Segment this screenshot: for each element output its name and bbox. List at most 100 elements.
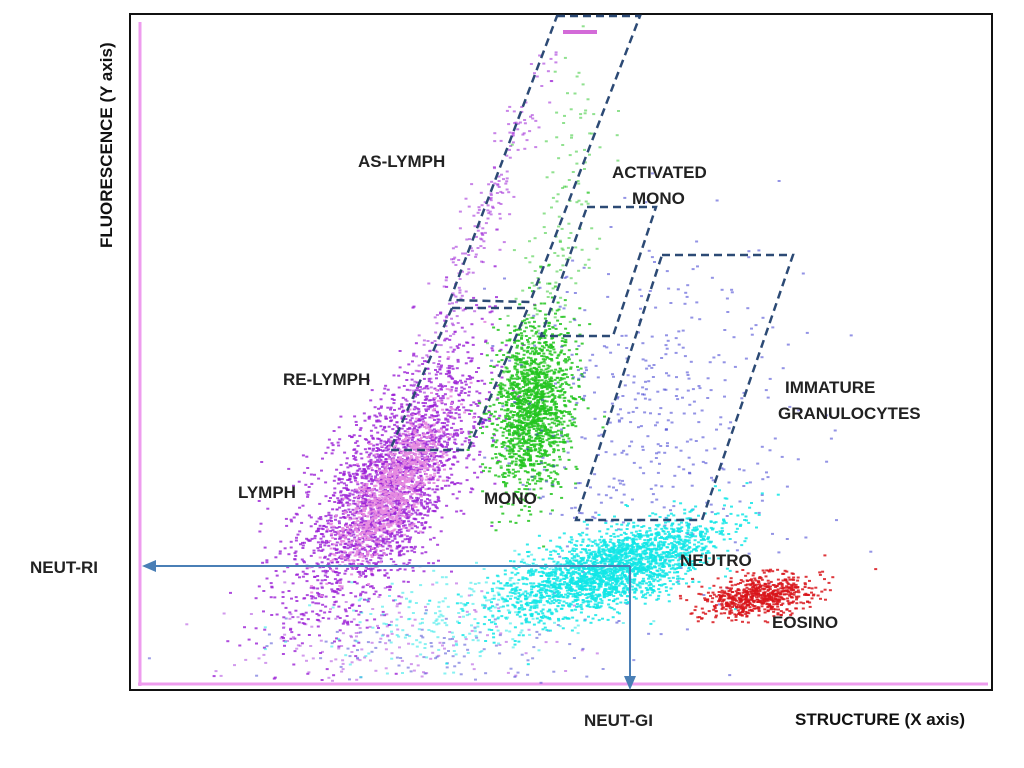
scatter-point [340, 529, 344, 532]
scatter-point [343, 550, 346, 553]
scatter-point [364, 501, 368, 504]
scatter-point [427, 478, 430, 481]
scatter-point [389, 480, 393, 483]
scatter-point [534, 119, 538, 122]
scatter-point [401, 433, 405, 436]
scatter-point [391, 539, 395, 542]
scatter-point [428, 458, 432, 461]
scatter-point [377, 627, 380, 629]
scatter-point [536, 373, 539, 376]
scatter-point [309, 554, 313, 557]
scatter-point [494, 441, 498, 444]
scatter-point [578, 359, 582, 362]
scatter-point [557, 437, 561, 440]
scatter-point [533, 320, 536, 323]
scatter-point [564, 381, 568, 384]
scatter-point [508, 105, 512, 108]
scatter-point [523, 373, 527, 376]
scatter-point [316, 625, 320, 628]
scatter-point [486, 204, 490, 207]
scatter-point [536, 418, 539, 421]
scatter-point [520, 508, 524, 511]
scatter-point [556, 301, 560, 304]
scatter-point [360, 486, 364, 489]
scatter-point [361, 508, 365, 511]
scatter-point [422, 570, 426, 573]
scatter-point [376, 545, 380, 548]
scatter-point [417, 521, 421, 524]
scatter-point [528, 483, 532, 486]
scatter-point [560, 315, 564, 318]
scatter-point [383, 496, 387, 499]
scatter-point [549, 347, 553, 350]
scatter-point [388, 445, 392, 448]
scatter-point [295, 563, 299, 566]
scatter-point [397, 529, 401, 531]
scatter-point [387, 576, 390, 579]
scatter-point [511, 468, 515, 471]
scatter-point [345, 522, 348, 525]
scatter-point [398, 535, 402, 538]
scatter-point [500, 408, 503, 411]
scatter-point [465, 273, 469, 276]
scatter-point [330, 569, 334, 572]
scatter-point [467, 453, 471, 456]
scatter-point [464, 197, 468, 200]
scatter-point [406, 486, 410, 489]
scatter-point [407, 642, 411, 645]
scatter-point [384, 384, 388, 387]
scatter-point [467, 432, 471, 435]
scatter-point [523, 366, 527, 369]
scatter-point [418, 419, 422, 422]
scatter-point [459, 509, 463, 512]
scatter-point [377, 560, 381, 563]
scatter-point [424, 488, 428, 491]
scatter-point [481, 425, 485, 428]
scatter-point [360, 500, 364, 503]
scatter-point [358, 548, 361, 551]
scatter-point [349, 481, 353, 484]
scatter-point [352, 514, 356, 517]
scatter-point [367, 417, 371, 420]
scatter-point [287, 590, 291, 592]
scatter-point [387, 501, 391, 504]
scatter-point [265, 561, 269, 564]
scatter-point [422, 671, 425, 674]
scatter-point [366, 545, 370, 548]
scatter-point [525, 317, 529, 320]
scatter-point [536, 392, 540, 395]
scatter-point [435, 322, 439, 325]
scatter-point [450, 322, 454, 325]
scatter-point [339, 540, 343, 543]
scatter-point [559, 486, 563, 488]
scatter-point [420, 552, 424, 555]
scatter-point [420, 468, 423, 471]
scatter-point [309, 595, 313, 598]
scatter-point [358, 501, 362, 504]
scatter-point [388, 500, 392, 503]
scatter-point [493, 428, 497, 431]
scatter-point [379, 519, 383, 521]
scatter-point [346, 567, 350, 570]
scatter-point [417, 389, 421, 392]
scatter-point [335, 541, 339, 544]
scatter-point [403, 459, 407, 462]
scatter-point [257, 657, 261, 660]
scatter-point [447, 411, 451, 414]
scatter-point [300, 642, 304, 645]
scatter-point [493, 167, 496, 170]
scatter-point [339, 534, 343, 537]
scatter-point [425, 473, 428, 476]
scatter-point [390, 533, 393, 535]
scatter-point [456, 460, 460, 463]
scatter-point [546, 395, 550, 398]
scatter-point [337, 647, 341, 650]
scatter-point [336, 615, 340, 618]
scatter-point [540, 350, 544, 353]
scatter-point [405, 466, 409, 469]
scatter-point [425, 467, 429, 470]
scatter-point [370, 505, 374, 508]
scatter-point [515, 432, 518, 435]
scatter-point [459, 419, 463, 422]
scatter-point [369, 507, 373, 509]
